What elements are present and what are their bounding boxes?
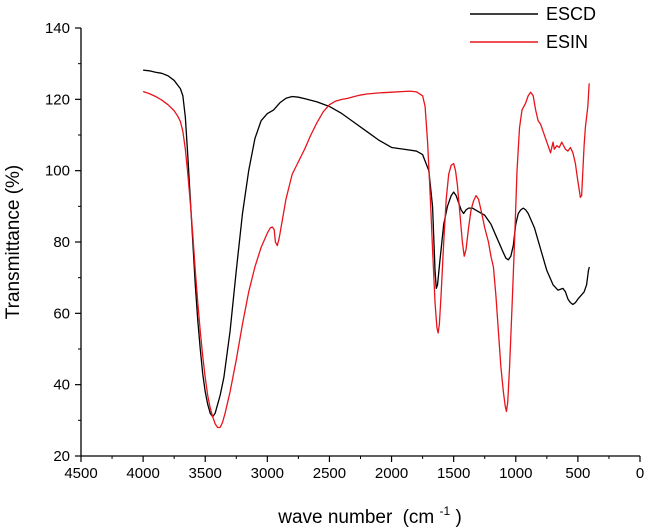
x-tick-label: 0: [636, 465, 644, 482]
x-tick-label: 2000: [375, 465, 408, 482]
y-axis-ticks: 20 40 60 80 100 120 140: [45, 20, 81, 465]
y-tick-label: 80: [53, 234, 70, 251]
x-tick-label: 2500: [313, 465, 346, 482]
x-axis-title: wave number (cm -1 ): [277, 499, 462, 528]
x-tick-label: 4000: [126, 465, 159, 482]
y-tick-label: 40: [53, 377, 70, 394]
legend-label-escd: ESCD: [546, 4, 596, 24]
x-axis-title-unit: (cm: [403, 507, 435, 528]
series-line-esin: [142, 83, 590, 429]
plot-frame: [80, 28, 640, 457]
x-axis-ticks: 4500 4000 3500 3000 2500 2000 1500 1000 500 0: [64, 456, 644, 482]
x-axis-title-unit-exponent: -1: [440, 504, 451, 518]
x-axis-title-main: wave number: [277, 507, 393, 528]
x-tick-label: 1500: [437, 465, 470, 482]
series-layer: [142, 69, 590, 429]
series-line-escd: [143, 69, 590, 418]
x-tick-label: 3500: [189, 465, 222, 482]
y-tick-label: 60: [53, 305, 70, 322]
legend: ESCD ESIN: [470, 4, 596, 52]
y-tick-label: 140: [45, 20, 70, 37]
x-tick-label: 4500: [64, 465, 97, 482]
x-tick-label: 500: [565, 465, 590, 482]
y-axis-title: Transmittance (%): [3, 165, 24, 320]
y-tick-label: 100: [45, 163, 70, 180]
x-tick-label: 1000: [499, 465, 532, 482]
y-tick-label: 120: [45, 91, 70, 108]
x-tick-label: 3000: [251, 465, 284, 482]
legend-label-esin: ESIN: [546, 32, 588, 52]
x-axis-title-unit-close: ): [455, 507, 461, 528]
y-tick-label: 20: [53, 448, 70, 465]
